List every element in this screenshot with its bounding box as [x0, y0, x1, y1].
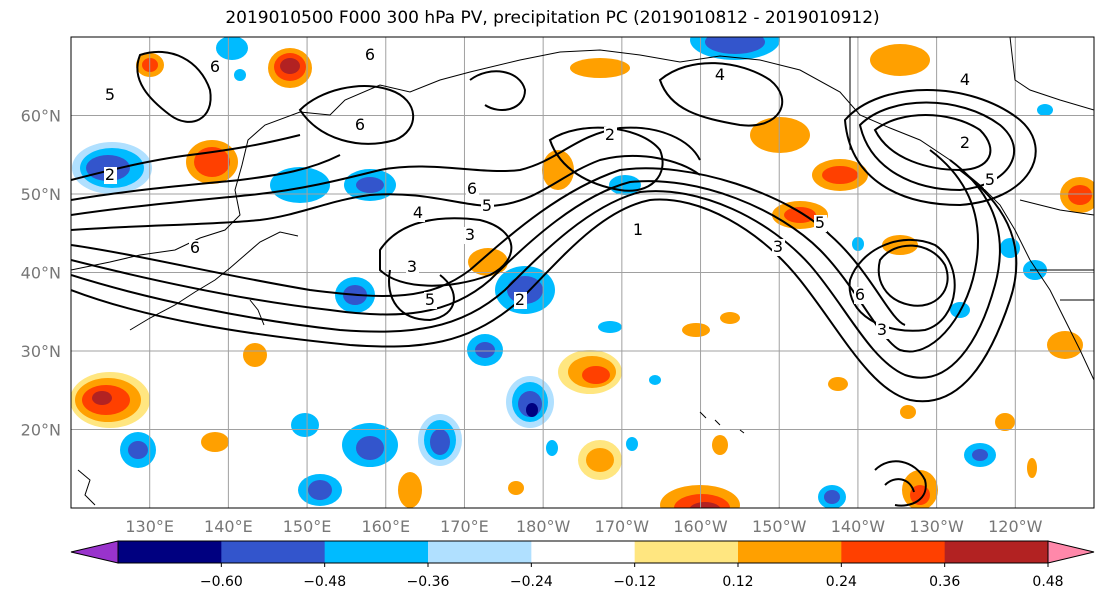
colorbar-tick-label: −0.12: [613, 574, 656, 590]
lat-tick-label: 60°N: [21, 107, 61, 126]
colorbar: −0.60 −0.48 −0.36 −0.24 −0.12 0.12 0.24 0.36 0.4…: [70, 540, 1095, 590]
pv-label-bg: [354, 117, 367, 134]
pv-label-bg: [424, 292, 437, 309]
lon-tick-label: 150°W: [752, 517, 807, 536]
colorbar-tick-label: −0.24: [510, 574, 553, 590]
pv-label-bg: [481, 198, 494, 215]
lon-tick-label: 150°E: [283, 517, 332, 536]
pv-label-bg: [632, 222, 645, 239]
colorbar-segment: [428, 541, 532, 563]
pv-contour-label: 3: [877, 320, 887, 339]
pv-contour-label: 1: [633, 220, 643, 239]
longitude-tick-labels: 130°E 140°E 150°E 160°E 170°E 180°W 170°W 160°W…: [125, 517, 1042, 536]
lon-tick-label: 180°W: [516, 517, 571, 536]
pv-contour-label: 4: [413, 203, 423, 222]
map-title: 2019010500 F000 300 hPa PV, precipitatio…: [225, 8, 880, 28]
pv-label-bg: [604, 127, 617, 144]
colorbar-segment: [324, 541, 429, 563]
lat-tick-label: 40°N: [21, 264, 61, 283]
colorbar-segment: [531, 541, 636, 563]
latitude-tick-labels: 60°N 50°N 40°N 30°N 20°N: [21, 107, 61, 440]
colorbar-tick-label: 0.36: [929, 574, 960, 590]
pv-contour-label: 4: [715, 65, 725, 84]
pv-contour-label: 5: [815, 213, 825, 232]
pv-label-bg: [189, 240, 202, 257]
pv-label-bg: [772, 239, 785, 256]
lon-tick-label: 160°W: [673, 517, 728, 536]
pv-contour-label: 5: [482, 196, 492, 215]
pv-contour-label: 5: [105, 85, 115, 104]
pv-contour-label: 2: [515, 290, 525, 309]
pv-contour-label: 6: [855, 285, 865, 304]
pv-label-bg: [104, 87, 117, 104]
lat-tick-label: 50°N: [21, 185, 61, 204]
colorbar-frame: [117, 540, 1049, 564]
colorbar-segment: [738, 541, 842, 563]
colorbar-segment: [634, 541, 739, 563]
pv-contour-label: 3: [773, 237, 783, 256]
lat-tick-label: 30°N: [21, 342, 61, 361]
pv-label-bg: [984, 172, 997, 189]
colorbar-segment: [118, 541, 222, 563]
colorbar-extend-high: [1047, 540, 1095, 564]
colorbar-tick-label: −0.48: [303, 574, 346, 590]
pv-label-bg: [876, 322, 889, 339]
pv-contour-label: 2: [105, 165, 115, 184]
pv-contour-label: 5: [425, 290, 435, 309]
lon-tick-label: 160°E: [361, 517, 410, 536]
lon-tick-label: 130°E: [125, 517, 174, 536]
pv-contour-label: 6: [365, 45, 375, 64]
colorbar-tick-label: 0.12: [722, 574, 753, 590]
pv-label-bg: [364, 47, 377, 64]
pv-label-bg: [104, 167, 117, 184]
pv-label-bg: [412, 205, 425, 222]
pv-label-bg: [959, 135, 972, 152]
colorbar-segment: [221, 541, 326, 563]
pv-contour-label: 5: [985, 170, 995, 189]
lat-tick-label: 20°N: [21, 421, 61, 440]
pv-contour-label: 3: [407, 257, 417, 276]
pv-contour-label: 6: [190, 238, 200, 257]
colorbar-tick-label: −0.60: [200, 574, 243, 590]
pv-contours: [71, 50, 1037, 507]
pv-label-bg: [466, 181, 479, 198]
pv-label-bg: [714, 67, 727, 84]
pv-contour-label: 4: [960, 70, 970, 89]
pv-label-bg: [959, 72, 972, 89]
lon-tick-label: 120°W: [988, 517, 1043, 536]
colorbar-segment: [841, 541, 946, 563]
pv-contour-label: 6: [210, 57, 220, 76]
colorbar-tick-label: −0.36: [407, 574, 450, 590]
pv-label-bg: [406, 259, 419, 276]
colorbar-tick-label: 0.24: [826, 574, 857, 590]
pv-label-bg: [814, 215, 827, 232]
lon-tick-label: 130°W: [909, 517, 964, 536]
pv-contour-label: 2: [960, 133, 970, 152]
pv-contour-label: 6: [355, 115, 365, 134]
lon-tick-label: 170°W: [595, 517, 650, 536]
lon-tick-label: 140°E: [204, 517, 253, 536]
colorbar-tick-label: 0.48: [1032, 574, 1063, 590]
lon-tick-label: 140°W: [831, 517, 886, 536]
pv-label-bg: [209, 59, 222, 76]
pv-label-bg: [854, 287, 867, 304]
colorbar-segment: [944, 541, 1049, 563]
pv-label-bg: [464, 227, 477, 244]
pv-contour-label: 3: [465, 225, 475, 244]
pv-contour-label: 6: [467, 179, 477, 198]
colorbar-extend-low: [70, 540, 119, 564]
pv-label-bg: [514, 292, 527, 309]
lon-tick-label: 170°E: [440, 517, 489, 536]
pv-contour-label: 2: [605, 125, 615, 144]
